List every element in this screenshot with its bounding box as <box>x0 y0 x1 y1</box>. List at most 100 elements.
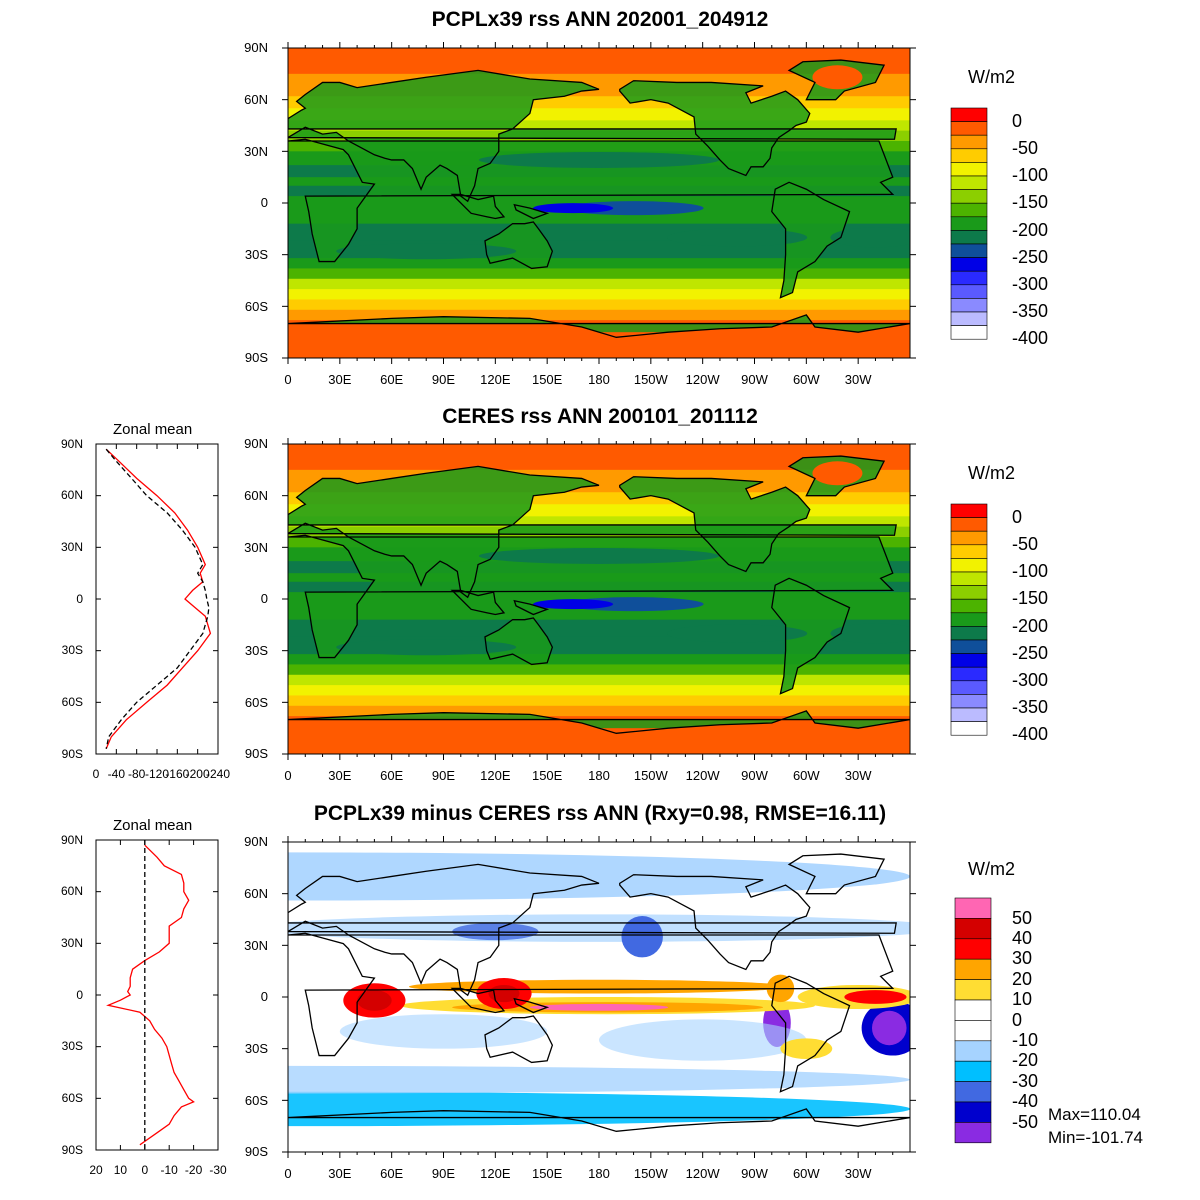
colorbar-swatch <box>950 148 988 163</box>
colorbar-label: -300 <box>1012 274 1049 294</box>
lon-tick-label: 90E <box>431 768 456 784</box>
colorbar-swatch <box>950 202 988 218</box>
lat-tick-label: 90S <box>244 1144 268 1160</box>
colorbar-swatch <box>954 1020 992 1042</box>
colorbar-label: -200 <box>1012 615 1049 636</box>
lat-tick-label: 30S <box>244 1040 268 1056</box>
colorbar-swatch <box>950 189 988 204</box>
colorbar-label: 40 <box>1012 928 1033 948</box>
lat-tick-label: 60N <box>244 487 268 503</box>
colorbar-label: -10 <box>1012 1030 1039 1050</box>
coastline <box>288 138 895 263</box>
land-shade <box>484 221 553 269</box>
coastline <box>484 617 554 666</box>
colorbar-label: -400 <box>1012 724 1049 745</box>
colorbar-2-units: W/m2 <box>968 463 1015 483</box>
colorbar-label: -20 <box>1012 1050 1039 1071</box>
colorbar-swatch <box>950 626 988 641</box>
panel-1-title: PCPLx39 rss ANN 202001_204912 <box>431 8 769 31</box>
coastline <box>288 863 897 997</box>
colorbar-swatch <box>950 162 988 177</box>
diff-anomaly <box>844 990 907 1004</box>
coastline <box>619 80 811 177</box>
colorbar-label: -30 <box>1012 1070 1039 1091</box>
coastline <box>450 589 506 616</box>
colorbar-swatch <box>950 230 988 245</box>
colorbar-label: -100 <box>1012 561 1049 582</box>
lat-tick-label: 0 <box>260 989 268 1005</box>
zonal-frame <box>95 443 219 755</box>
zonal-lat-label: 90S <box>61 1142 83 1157</box>
colorbar-3 <box>954 897 992 1144</box>
coastline <box>288 69 897 203</box>
colorbar-swatch <box>950 585 988 600</box>
colorbar-swatch <box>950 612 988 627</box>
lon-tick-label: 150E <box>531 768 563 784</box>
coastline <box>288 465 897 599</box>
zonal-x-label: -20 <box>184 1162 203 1177</box>
colorbar-swatch <box>950 243 988 258</box>
lon-tick-label: 30E <box>328 1166 352 1182</box>
zonal-lat-label: 90N <box>60 436 83 451</box>
colorbar-swatch <box>954 958 992 980</box>
min-value-label: Min=-101.74 <box>1048 1128 1143 1147</box>
lon-tick-label: 30W <box>844 1166 872 1182</box>
field-band <box>288 654 910 665</box>
zonal-x-label: -120 <box>144 766 170 781</box>
colorbar-swatch <box>954 897 992 919</box>
coastline <box>787 853 886 895</box>
colorbar-label: 50 <box>1012 907 1033 928</box>
zonal-lat-label: 30N <box>60 936 83 951</box>
lat-tick-label: 90S <box>244 350 268 366</box>
land-shade <box>619 476 810 572</box>
coastline <box>288 932 895 1057</box>
colorbar-swatch <box>954 1060 992 1082</box>
se-atlantic-band <box>830 623 910 644</box>
indian-ocean-band <box>336 243 517 260</box>
colorbar-swatch <box>950 134 988 150</box>
field-band <box>288 705 910 717</box>
field-band <box>288 289 910 300</box>
land-shade <box>452 194 504 219</box>
zonal-mean-plot-1 <box>95 443 219 755</box>
colorbar-swatch <box>950 311 988 326</box>
zonal-lat-label: 0 <box>76 591 83 606</box>
colorbar-swatch <box>950 216 988 231</box>
colorbar-label: -50 <box>1012 138 1039 158</box>
colorbar-label: -200 <box>1012 219 1049 240</box>
colorbar-swatch <box>954 999 992 1021</box>
lat-tick-label: 30N <box>244 143 268 159</box>
zonal-x-label: -40 <box>107 766 125 781</box>
coastline <box>288 534 895 659</box>
coastline <box>619 476 811 573</box>
lat-tick-label: 60N <box>244 91 268 107</box>
diff-anomaly <box>621 916 663 958</box>
colorbar-swatch <box>950 257 988 272</box>
lat-tick-label: 90S <box>244 746 268 762</box>
zonal-lat-label: 60S <box>61 695 83 710</box>
pacific-deep-blue <box>533 599 614 610</box>
lon-tick-label: 60W <box>792 768 820 784</box>
field-band <box>288 278 910 290</box>
colorbar-label: -250 <box>1012 642 1049 663</box>
lat-tick-label: 60S <box>244 1092 268 1108</box>
lon-tick-label: 90E <box>431 372 456 388</box>
colorbar-swatch <box>950 721 988 736</box>
diff-anomaly <box>780 1038 833 1059</box>
colorbar-label: 10 <box>1012 989 1033 1010</box>
lon-tick-label: 120W <box>685 372 720 388</box>
indian-ocean-band <box>336 639 517 656</box>
colorbar-label: -50 <box>1012 534 1039 554</box>
lat-tick-label: 90N <box>244 834 268 850</box>
colorbar-swatch <box>950 598 988 614</box>
colorbar-swatch <box>950 680 988 695</box>
lat-tick-label: 60S <box>244 694 268 710</box>
lat-tick-label: 0 <box>260 195 268 211</box>
zonal-lat-label: 30S <box>61 1039 83 1054</box>
lat-tick-label: 30N <box>244 937 268 953</box>
coastline <box>513 203 550 220</box>
lat-tick-label: 90N <box>244 40 268 56</box>
zonal-x-label: -10 <box>160 1162 178 1177</box>
colorbar-swatch <box>950 571 988 586</box>
field-band <box>288 664 910 676</box>
